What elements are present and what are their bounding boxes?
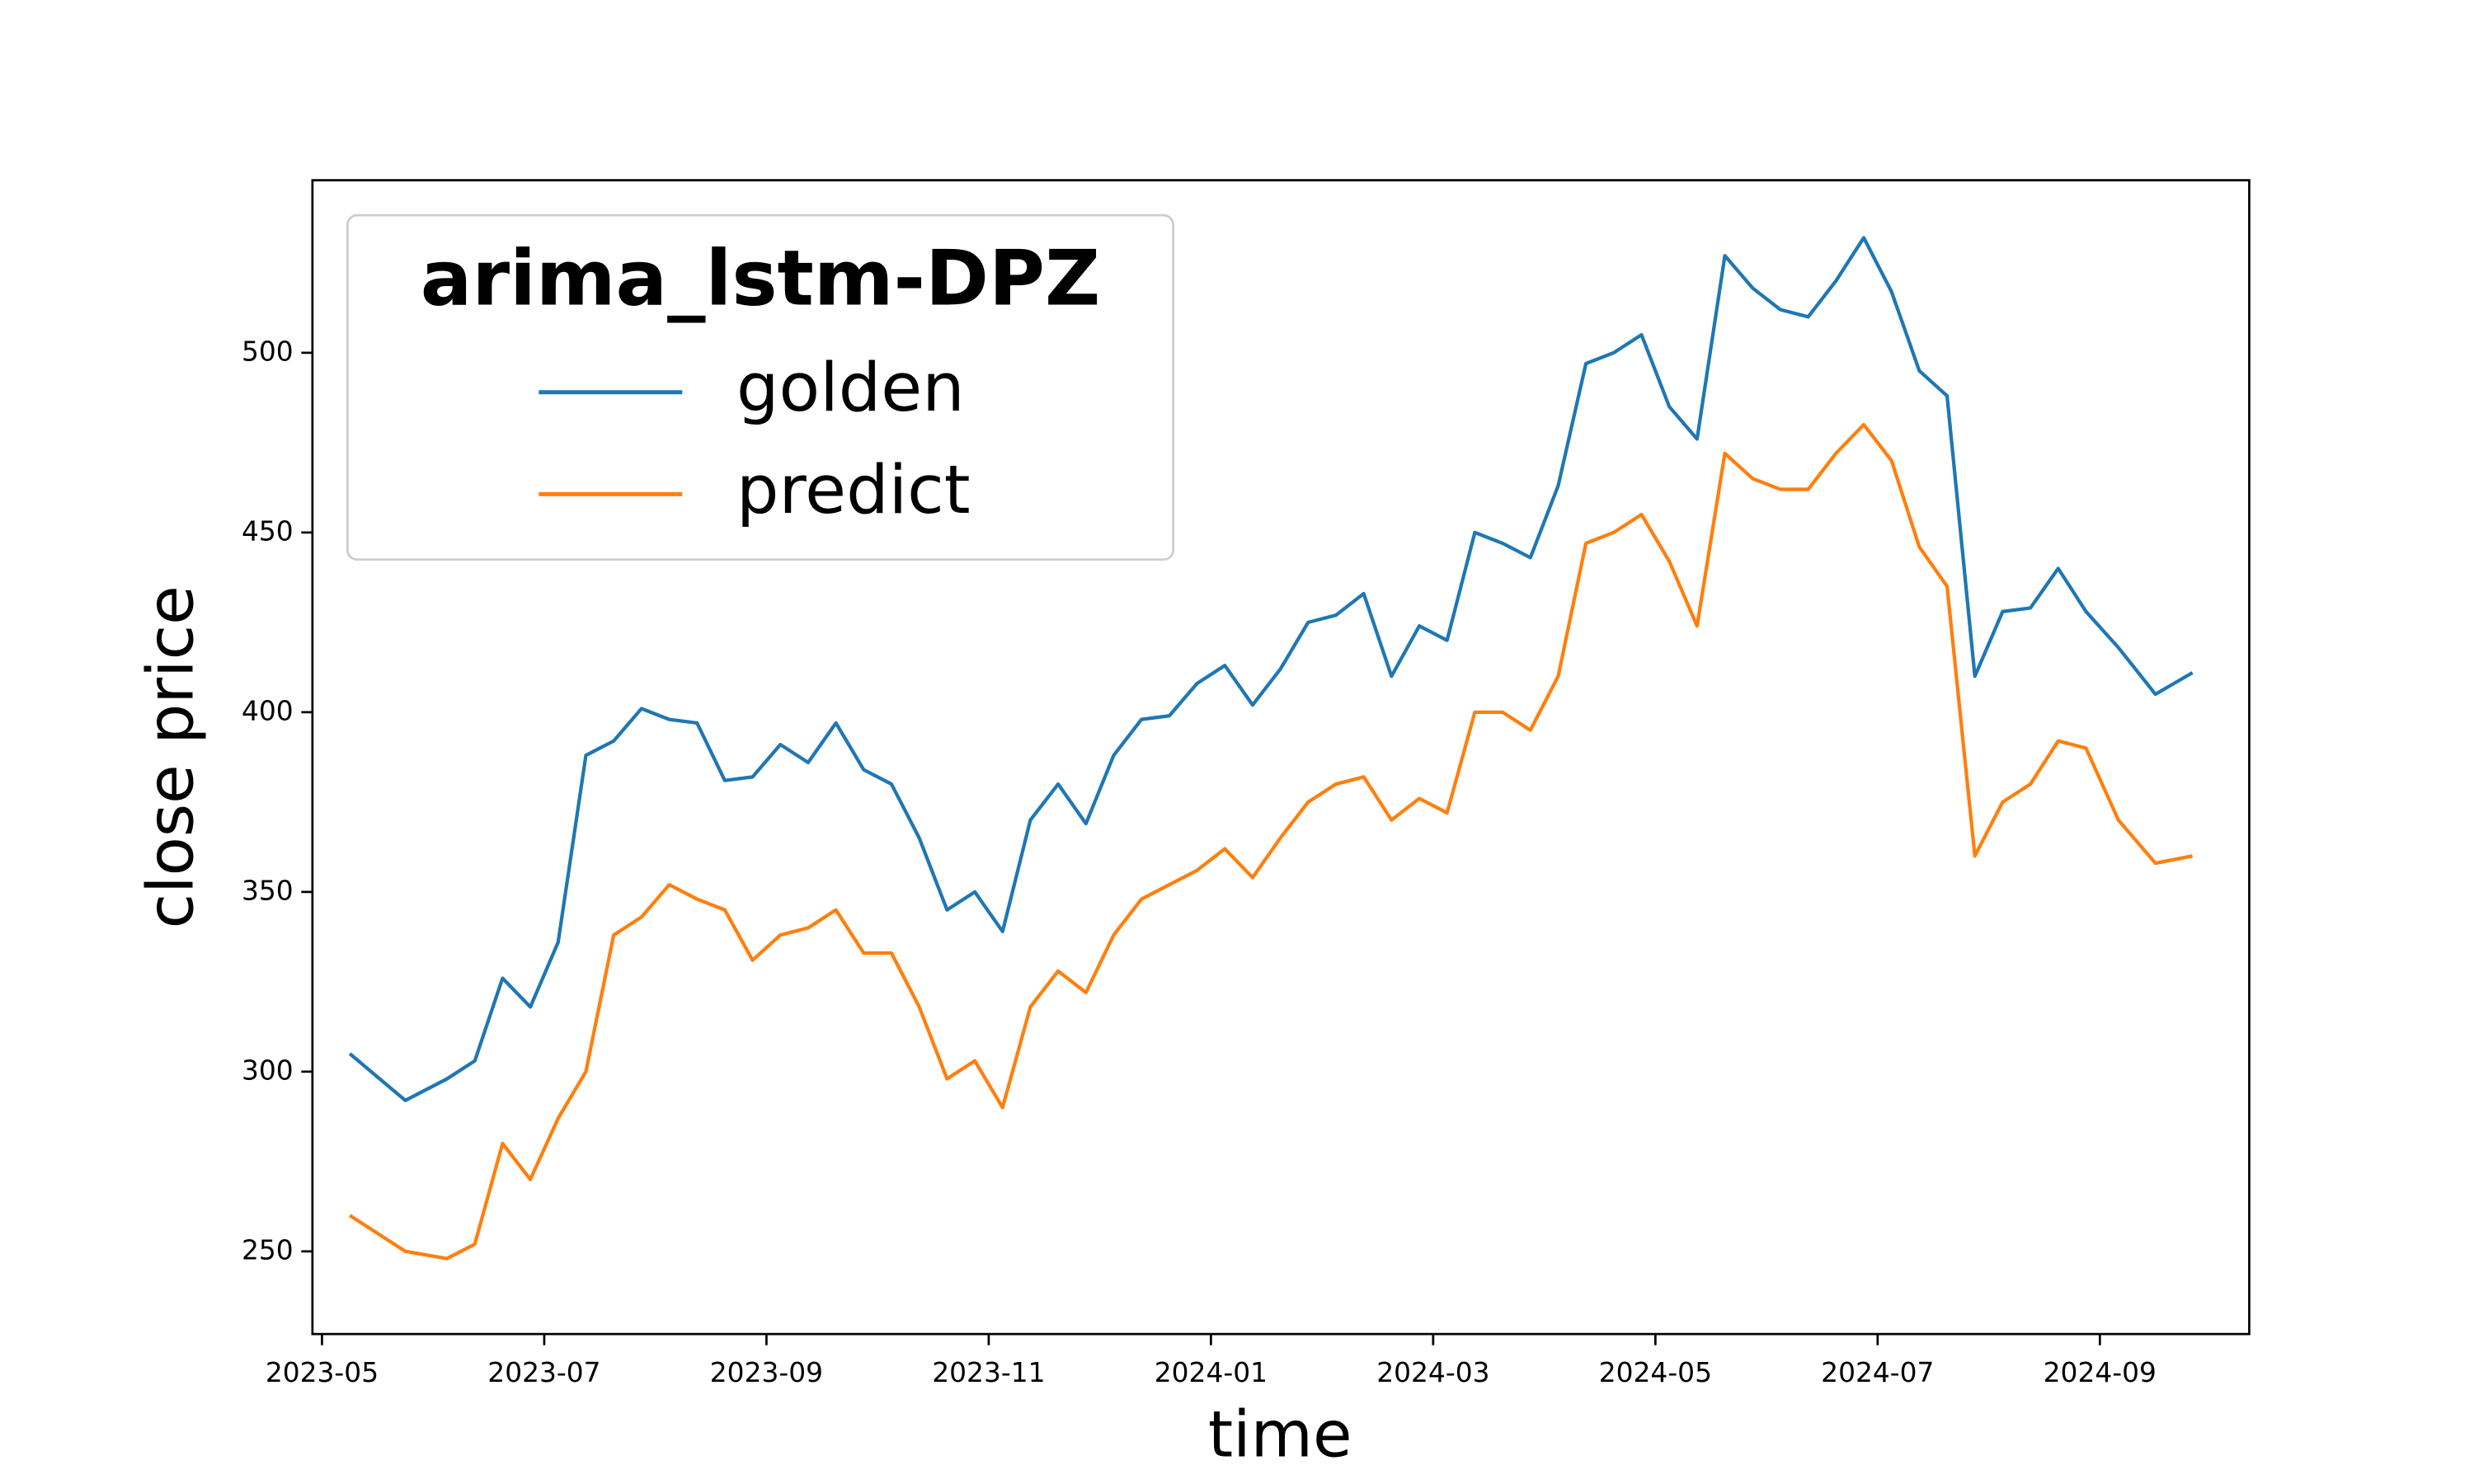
x-tick-label: 2024-03 xyxy=(1376,1356,1489,1388)
y-tick-label: 450 xyxy=(242,514,294,547)
y-tick-label: 300 xyxy=(242,1054,294,1086)
x-tick-label: 2023-07 xyxy=(487,1356,600,1388)
legend-label: golden xyxy=(736,350,965,427)
x-axis-label: time xyxy=(1208,1398,1352,1472)
legend: arima_lstm-DPZ golden predict xyxy=(346,214,1175,561)
plot-frame xyxy=(311,179,2251,1336)
y-axis-label: close price xyxy=(134,585,209,928)
y-tick-label: 500 xyxy=(242,335,294,367)
y-tick-label: 350 xyxy=(242,874,294,906)
plot-area xyxy=(348,236,2194,1261)
legend-title: arima_lstm-DPZ xyxy=(421,234,1101,323)
y-tick-label: 400 xyxy=(242,694,294,726)
legend-label: predict xyxy=(736,452,971,529)
y-tick-label: 250 xyxy=(242,1233,294,1266)
legend-box xyxy=(346,214,1175,561)
x-tick-label: 2023-05 xyxy=(266,1356,379,1388)
x-tick-label: 2024-05 xyxy=(1599,1356,1712,1388)
x-tick-label: 2024-01 xyxy=(1155,1356,1268,1388)
series-line xyxy=(349,422,2194,1261)
x-tick-label: 2024-07 xyxy=(1821,1356,1934,1388)
x-tick-label: 2023-09 xyxy=(710,1356,823,1388)
x-tick-label: 2023-11 xyxy=(932,1356,1045,1388)
series-line xyxy=(348,236,2194,1102)
x-tick-label: 2024-09 xyxy=(2044,1356,2157,1388)
